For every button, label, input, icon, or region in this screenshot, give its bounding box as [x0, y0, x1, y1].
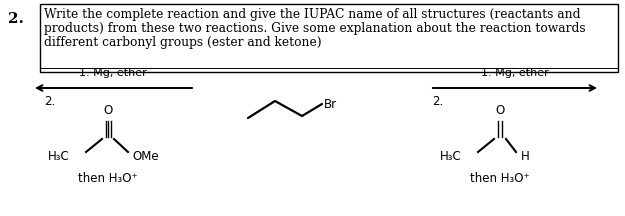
Text: 2.: 2. — [432, 95, 443, 108]
Text: then H₃O⁺: then H₃O⁺ — [78, 172, 138, 185]
Text: O: O — [496, 104, 504, 117]
Text: 1. Mg, ether: 1. Mg, ether — [79, 68, 147, 78]
Text: OMe: OMe — [132, 149, 159, 162]
Text: H₃C: H₃C — [440, 149, 462, 162]
Text: Write the complete reaction and give the IUPAC name of all structures (reactants: Write the complete reaction and give the… — [44, 8, 581, 21]
Text: 2.: 2. — [8, 12, 24, 26]
Text: 2.: 2. — [44, 95, 55, 108]
Text: Br: Br — [324, 97, 337, 111]
Text: products) from these two reactions. Give some explanation about the reaction tow: products) from these two reactions. Give… — [44, 22, 586, 35]
FancyBboxPatch shape — [40, 4, 618, 72]
Text: O: O — [103, 104, 112, 117]
Text: H: H — [521, 149, 530, 162]
Text: 1. Mg, ether: 1. Mg, ether — [481, 68, 549, 78]
Text: H₃C: H₃C — [48, 149, 70, 162]
Text: then H₃O⁺: then H₃O⁺ — [470, 172, 530, 185]
Text: different carbonyl groups (ester and ketone): different carbonyl groups (ester and ket… — [44, 36, 322, 49]
